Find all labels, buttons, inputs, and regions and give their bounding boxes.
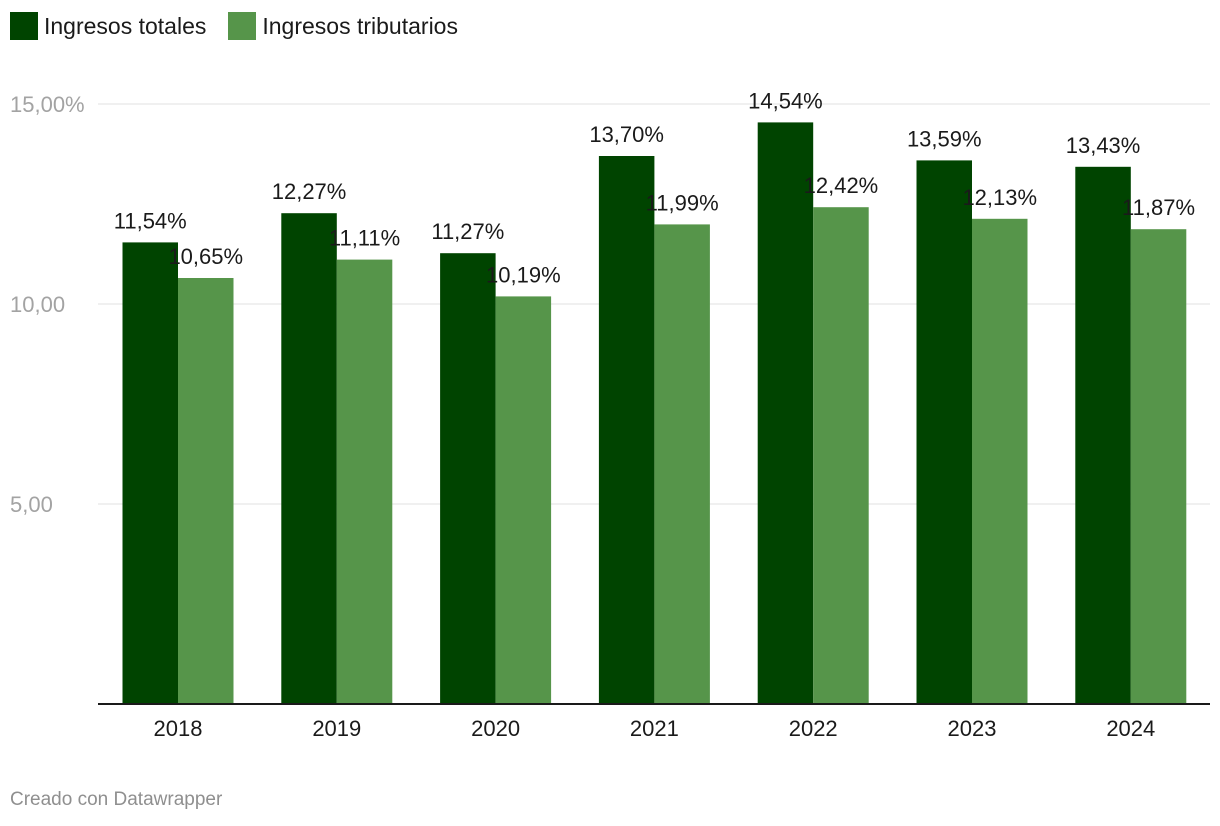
bar-ingresos-tributarios bbox=[336, 259, 393, 704]
bar-ingresos-tributarios bbox=[495, 296, 552, 704]
data-label: 12,27% bbox=[272, 179, 347, 204]
bar-ingresos-totales bbox=[598, 156, 655, 704]
bar-ingresos-totales bbox=[916, 160, 972, 704]
data-label: 11,11% bbox=[329, 226, 400, 251]
x-tick-label: 2024 bbox=[1106, 716, 1155, 741]
legend-item-ingresos-totales: Ingresos totales bbox=[10, 12, 206, 40]
data-label: 13,70% bbox=[589, 122, 664, 147]
legend-label-ingresos-totales: Ingresos totales bbox=[44, 12, 207, 39]
x-tick-label: 2021 bbox=[630, 716, 679, 741]
bar-ingresos-totales bbox=[757, 122, 814, 704]
bar-ingresos-totales bbox=[281, 213, 337, 704]
bar-ingresos-totales bbox=[122, 242, 178, 704]
x-tick-label: 2020 bbox=[471, 716, 520, 741]
bar-ingresos-totales bbox=[440, 253, 496, 704]
data-label: 14,54% bbox=[748, 88, 823, 113]
data-label: 11,27% bbox=[431, 219, 504, 244]
legend-label-ingresos-tributarios: Ingresos tributarios bbox=[262, 12, 458, 39]
y-tick-label: 15,00% bbox=[10, 92, 85, 117]
data-label: 11,87% bbox=[1122, 195, 1195, 220]
y-tick-label: 5,00 bbox=[10, 492, 53, 517]
bar-ingresos-tributarios bbox=[1130, 229, 1187, 704]
data-label: 12,42% bbox=[804, 173, 879, 198]
footer-credit: Creado con Datawrapper bbox=[10, 789, 223, 810]
bar-ingresos-tributarios bbox=[178, 278, 234, 704]
data-label: 10,19% bbox=[486, 262, 561, 287]
data-label: 13,59% bbox=[907, 126, 982, 151]
y-tick-label: 10,00 bbox=[10, 292, 65, 317]
legend-item-ingresos-tributarios: Ingresos tributarios bbox=[228, 12, 458, 40]
data-label: 10,65% bbox=[168, 244, 243, 269]
legend-swatch-ingresos-tributarios bbox=[228, 12, 257, 40]
x-tick-label: 2023 bbox=[948, 716, 997, 741]
data-label: 11,54% bbox=[114, 208, 187, 233]
data-label: 11,99% bbox=[646, 190, 719, 215]
bar-ingresos-tributarios bbox=[972, 218, 1028, 705]
x-tick-label: 2019 bbox=[312, 716, 361, 741]
legend-swatch-ingresos-totales bbox=[10, 12, 38, 40]
data-label: 13,43% bbox=[1066, 133, 1141, 158]
bar-ingresos-totales bbox=[1075, 166, 1131, 705]
data-label: 12,13% bbox=[962, 185, 1037, 210]
bar-ingresos-tributarios bbox=[654, 224, 710, 704]
x-tick-label: 2022 bbox=[789, 716, 838, 741]
x-tick-label: 2018 bbox=[154, 716, 203, 741]
bar-ingresos-tributarios bbox=[813, 207, 869, 704]
chart-legend: Ingresos totales Ingresos tributarios bbox=[10, 12, 480, 40]
